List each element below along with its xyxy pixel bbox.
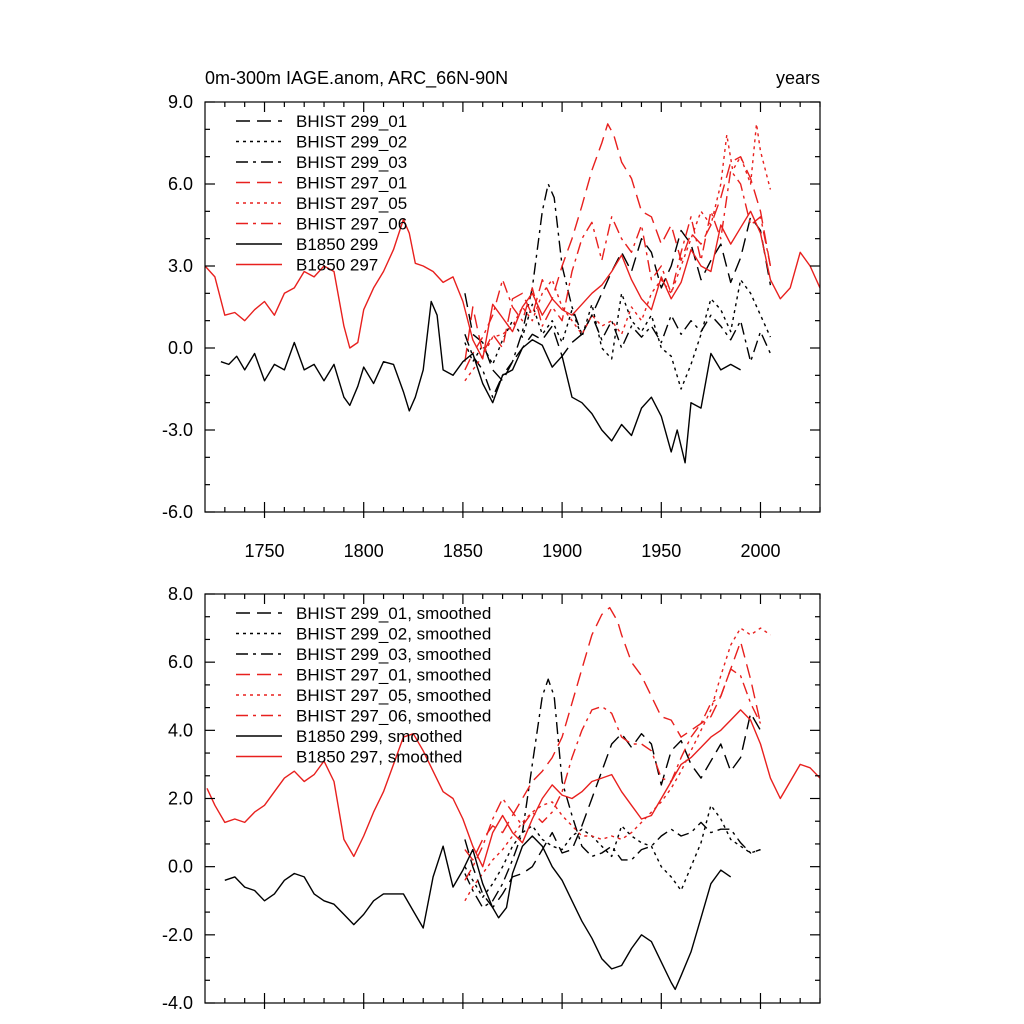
bottom-legend: BHIST 299_01, smoothed BHIST 299_02, smoo… (236, 604, 491, 767)
bottom-ytick-label-5: 6.0 (168, 652, 193, 672)
top-series-2 (464, 183, 772, 398)
top-xtick-label-1900: 1900 (542, 541, 582, 561)
top-legend-label-2: BHIST 299_03 (296, 153, 407, 172)
top-xtick-label-1850: 1850 (443, 541, 483, 561)
bottom-ytick-label-4: 4.0 (168, 720, 193, 740)
top-xtick-label-1950: 1950 (641, 541, 681, 561)
bottom-legend-label-5: BHIST 297_06, smoothed (296, 707, 491, 726)
top-series-group (205, 123, 820, 464)
top-series-5 (464, 169, 772, 371)
bottom-ytick-label-0: -4.0 (162, 993, 193, 1013)
bottom-legend-label-2: BHIST 299_03, smoothed (296, 645, 491, 664)
top-ytick-label-1: -3.0 (162, 420, 193, 440)
bottom-series-group (206, 606, 820, 991)
top-legend-label-1: BHIST 299_02 (296, 133, 407, 152)
bottom-series-7 (206, 709, 820, 868)
bottom-series-4 (464, 627, 771, 902)
bottom-legend-label-6: B1850 299, smoothed (296, 727, 462, 746)
top-series-7 (205, 210, 820, 360)
top-legend-label-3: BHIST 297_01 (296, 174, 407, 193)
top-legend-label-6: B1850 299 (296, 235, 378, 254)
top-ytick-label-4: 6.0 (168, 174, 193, 194)
bottom-ytick-label-6: 8.0 (168, 584, 193, 604)
top-plot-frame (204, 101, 821, 513)
top-legend-label-0: BHIST 299_01 (296, 112, 407, 131)
top-legend-label-7: B1850 297 (296, 256, 378, 275)
top-legend-label-4: BHIST 297_05 (296, 194, 407, 213)
bottom-series-6 (224, 835, 732, 991)
bottom-legend-label-4: BHIST 297_05, smoothed (296, 686, 491, 705)
chart-units: years (776, 68, 820, 88)
bottom-ytick-label-1: -2.0 (162, 925, 193, 945)
bottom-ytick-label-3: 2.0 (168, 789, 193, 809)
bottom-series-2 (464, 678, 761, 909)
top-series-0 (464, 216, 772, 382)
top-series-6 (220, 300, 741, 464)
top-ytick-label-0: -6.0 (162, 502, 193, 522)
top-panel: 1750 1800 1850 1900 1950 2000 -6.0 -3.0 0.0 3.0 6.… (162, 68, 821, 561)
top-series-3 (464, 123, 772, 362)
bottom-series-0 (464, 712, 762, 909)
bottom-panel: -4.0 -2.0 0.0 2.0 4.0 6.0 8.0 BHIST 299_01, smo… (162, 584, 821, 1013)
top-ytick-label-5: 9.0 (168, 92, 193, 112)
top-xtick-label-1750: 1750 (244, 541, 284, 561)
bottom-series-5 (464, 668, 762, 881)
bottom-series-3 (464, 606, 762, 861)
bottom-legend-label-3: BHIST 297_01, smoothed (296, 666, 491, 685)
top-ytick-label-3: 3.0 (168, 256, 193, 276)
top-legend-label-5: BHIST 297_06 (296, 215, 407, 234)
top-series-1 (464, 279, 772, 390)
top-xtick-label-1800: 1800 (344, 541, 384, 561)
bottom-ytick-label-2: 0.0 (168, 857, 193, 877)
bottom-legend-label-7: B1850 297, smoothed (296, 748, 462, 767)
top-xtick-label-2000: 2000 (740, 541, 780, 561)
top-series-4 (464, 123, 772, 382)
bottom-series-1 (464, 804, 761, 898)
bottom-legend-label-0: BHIST 299_01, smoothed (296, 604, 491, 623)
bottom-legend-label-1: BHIST 299_02, smoothed (296, 625, 491, 644)
top-ytick-label-2: 0.0 (168, 338, 193, 358)
chart-title: 0m-300m IAGE.anom, ARC_66N-90N (205, 68, 508, 89)
